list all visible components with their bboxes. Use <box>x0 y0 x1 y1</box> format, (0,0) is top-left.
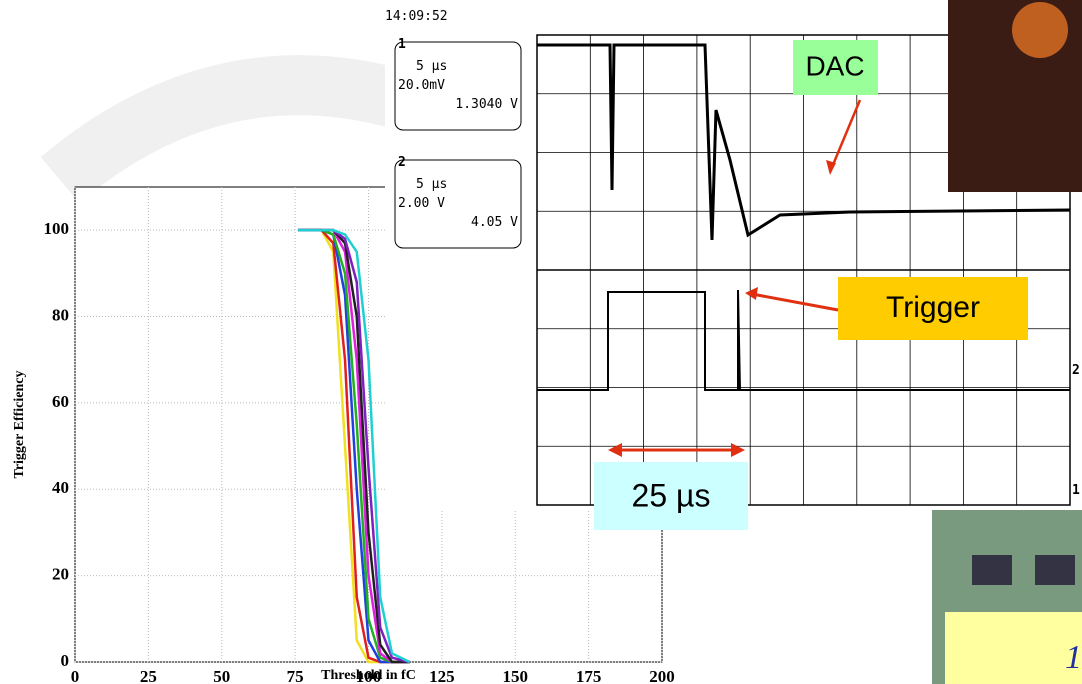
trigger-label: Trigger <box>886 291 980 324</box>
arrow <box>828 99 862 173</box>
x-tick-label: 100 <box>356 667 382 684</box>
ch2-line: 4.05 V <box>471 215 518 230</box>
scope-time: 14:09:52 <box>385 9 448 24</box>
y-tick-label: 80 <box>52 305 69 324</box>
y-axis-label: Trigger Efficiency <box>12 371 27 479</box>
x-tick-label: 50 <box>213 667 230 684</box>
dac-label: DAC <box>805 50 864 81</box>
ch1-box <box>394 41 522 131</box>
ch1-line: 1.3040 V <box>455 97 518 112</box>
ch2-box <box>394 159 522 249</box>
y-tick-label: 40 <box>52 478 69 497</box>
ch1-line: 20.0mV <box>398 78 445 93</box>
x-tick-label: 0 <box>71 667 80 684</box>
x-axis-label: Threshold in fC <box>321 668 416 683</box>
ch2-id: 2 <box>398 155 406 170</box>
x-tick-label: 75 <box>287 667 304 684</box>
ch1-line: 5 µs <box>416 59 447 74</box>
x-tick-label: 150 <box>503 667 529 684</box>
x-tick-label: 25 <box>140 667 157 684</box>
y-tick-label: 20 <box>52 565 69 584</box>
ch2-line: 2.00 V <box>398 196 445 211</box>
x-tick-label: 125 <box>429 667 455 684</box>
period-box <box>594 462 748 530</box>
footer-text: 1 <box>1065 639 1082 676</box>
ch2-line: 5 µs <box>416 177 447 192</box>
photo-glow <box>1012 2 1068 58</box>
ch1-id: 1 <box>398 37 406 52</box>
scope-grid <box>536 34 1071 506</box>
chip <box>972 555 1012 585</box>
ch-marker: 1 <box>1072 483 1080 498</box>
dac-trace <box>537 43 1071 241</box>
y-tick-label: 100 <box>44 219 70 238</box>
trigger-trace <box>537 289 1070 391</box>
arrow <box>751 292 839 312</box>
y-tick-label: 0 <box>61 651 70 670</box>
arrowhead <box>608 443 745 457</box>
chip <box>1035 555 1075 585</box>
x-tick-label: 175 <box>576 667 602 684</box>
dac-box <box>793 40 878 95</box>
arrowhead <box>745 287 758 300</box>
x-tick-label: 200 <box>649 667 675 684</box>
footer-box <box>945 612 1082 684</box>
arrowhead <box>826 160 836 175</box>
trigger-box <box>838 277 1028 340</box>
period-label: 25 µs <box>632 477 711 513</box>
y-tick-label: 60 <box>52 392 69 411</box>
series-line <box>298 228 411 664</box>
ch-marker: 2 <box>1072 363 1080 378</box>
